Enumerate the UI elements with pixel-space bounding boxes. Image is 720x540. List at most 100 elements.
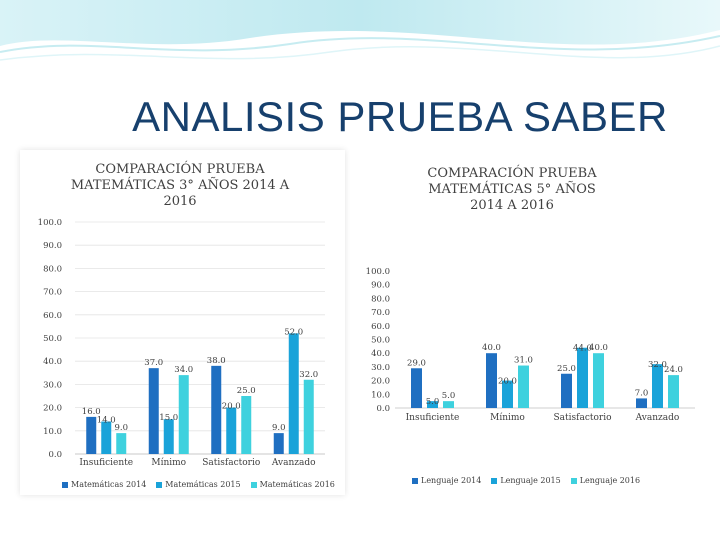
data-label: 5.0 [426, 397, 440, 407]
bar [427, 401, 438, 408]
y-tick-label: 30.0 [371, 363, 390, 373]
chart-title: COMPARACIÓN PRUEBA MATEMÁTICAS 5° AÑOS 2… [427, 166, 597, 213]
data-label: 32.0 [648, 360, 667, 370]
bar [148, 368, 159, 454]
bar [288, 333, 299, 454]
legend-item: Lenguaje 2014 [412, 476, 481, 485]
y-tick-label: 80.0 [371, 294, 390, 304]
y-tick-label: 30.0 [43, 380, 62, 390]
y-tick-label: 0.0 [48, 450, 62, 460]
bar [577, 347, 588, 408]
legend-item: Lenguaje 2015 [491, 476, 561, 485]
data-label: 9.0 [272, 423, 286, 433]
bar [116, 433, 127, 454]
legend-swatch [156, 481, 163, 488]
data-label: 37.0 [144, 358, 163, 368]
y-tick-label: 100.0 [38, 218, 62, 228]
bar [411, 368, 422, 408]
y-tick-label: 40.0 [43, 357, 62, 367]
legend-swatch [62, 481, 68, 488]
legend-label: Matemáticas 2015 [165, 480, 241, 489]
bar [211, 365, 222, 454]
data-label: 20.0 [498, 377, 517, 387]
data-label: 16.0 [82, 407, 101, 417]
data-label: 32.0 [299, 370, 318, 380]
data-label: 9.0 [114, 423, 128, 433]
y-tick-label: 20.0 [43, 404, 62, 414]
bar [178, 375, 189, 454]
y-tick-label: 60.0 [371, 322, 390, 332]
bar [101, 421, 112, 454]
legend-label: Lenguaje 2014 [421, 476, 482, 485]
legend-label: Matemáticas 2014 [71, 480, 147, 489]
data-label: 25.0 [237, 386, 256, 396]
data-label: 29.0 [407, 358, 426, 368]
data-label: 24.0 [664, 365, 683, 375]
data-label: 38.0 [207, 356, 226, 366]
legend-swatch [412, 477, 418, 484]
chart-legend: Matemáticas 2014 Matemáticas 2015 Matemáti… [62, 480, 335, 489]
bar [518, 365, 529, 408]
x-category-label: Satisfactorio [553, 413, 611, 423]
header-swoosh-decoration [0, 0, 720, 61]
data-label: 31.0 [514, 356, 533, 366]
legend-item: Lenguaje 2016 [570, 476, 641, 485]
chart-legend: Lenguaje 2014 Lenguaje 2015 Lenguaje 2016 [412, 476, 640, 485]
legend-item: Matemáticas 2014 [62, 480, 146, 489]
bar [226, 407, 237, 454]
data-label: 25.0 [557, 364, 576, 374]
x-category-label: Insuficiente [406, 413, 460, 423]
y-tick-label: 40.0 [371, 349, 390, 359]
y-tick-label: 60.0 [43, 311, 62, 321]
legend-label: Lenguaje 2016 [579, 476, 641, 485]
legend-label: Lenguaje 2015 [500, 476, 561, 485]
legend-swatch [250, 481, 257, 488]
data-label: 52.0 [284, 327, 303, 337]
bar [593, 353, 604, 408]
x-category-label: Mínimo [490, 412, 525, 423]
bar-chart-math-3: 0.0 10.0 20.0 30.0 40.0 50.0 60.0 70.0 80.0 90.0 1… [38, 218, 325, 468]
legend-item: Matemáticas 2015 [156, 480, 241, 489]
y-tick-label: 0.0 [376, 404, 390, 414]
y-tick-label: 70.0 [371, 308, 390, 318]
data-label: 34.0 [174, 365, 193, 375]
bar [652, 364, 663, 408]
data-label: 44.0 [573, 344, 592, 354]
bar-chart-math-5: 0.0 10.0 20.0 30.0 40.0 50.0 60.0 70.0 80.0 90.0 1… [366, 267, 695, 423]
data-label: 20.0 [222, 402, 241, 412]
bar [443, 401, 454, 408]
y-tick-label: 90.0 [43, 241, 62, 251]
data-label: 40.0 [482, 343, 501, 353]
x-category-label: Avanzado [271, 458, 316, 468]
bar [163, 419, 174, 454]
data-label: 5.0 [442, 391, 456, 401]
y-tick-label: 10.0 [43, 427, 62, 437]
chart-panel-math-5: COMPARACIÓN PRUEBA MATEMÁTICAS 5° AÑOS 2… [350, 150, 705, 495]
chart-title: COMPARACIÓN PRUEBA MATEMÁTICAS 3° AÑOS 2… [70, 162, 290, 209]
y-tick-label: 90.0 [371, 281, 390, 291]
legend-swatch [491, 477, 498, 484]
y-tick-label: 80.0 [43, 264, 62, 274]
y-tick-label: 20.0 [371, 377, 390, 387]
bar [86, 416, 97, 454]
bar [303, 379, 314, 454]
x-category-label: Mínimo [151, 457, 186, 468]
legend-swatch [570, 477, 577, 484]
bar [668, 375, 679, 408]
legend-item: Matemáticas 2016 [250, 480, 335, 489]
legend-label: Matemáticas 2016 [259, 480, 335, 489]
y-tick-label: 50.0 [43, 334, 62, 344]
y-tick-label: 100.0 [366, 267, 390, 277]
y-tick-label: 70.0 [43, 288, 62, 298]
data-label: 14.0 [97, 416, 116, 426]
data-label: 40.0 [589, 343, 608, 353]
bar [636, 398, 647, 408]
x-category-label: Avanzado [635, 413, 680, 423]
bar [502, 380, 513, 408]
y-tick-label: 10.0 [371, 390, 390, 400]
y-tick-label: 50.0 [371, 336, 390, 346]
bar [273, 433, 284, 454]
data-label: 7.0 [635, 388, 649, 398]
slide-title: ANALISIS PRUEBA SABER [132, 93, 668, 140]
bar [561, 373, 572, 408]
